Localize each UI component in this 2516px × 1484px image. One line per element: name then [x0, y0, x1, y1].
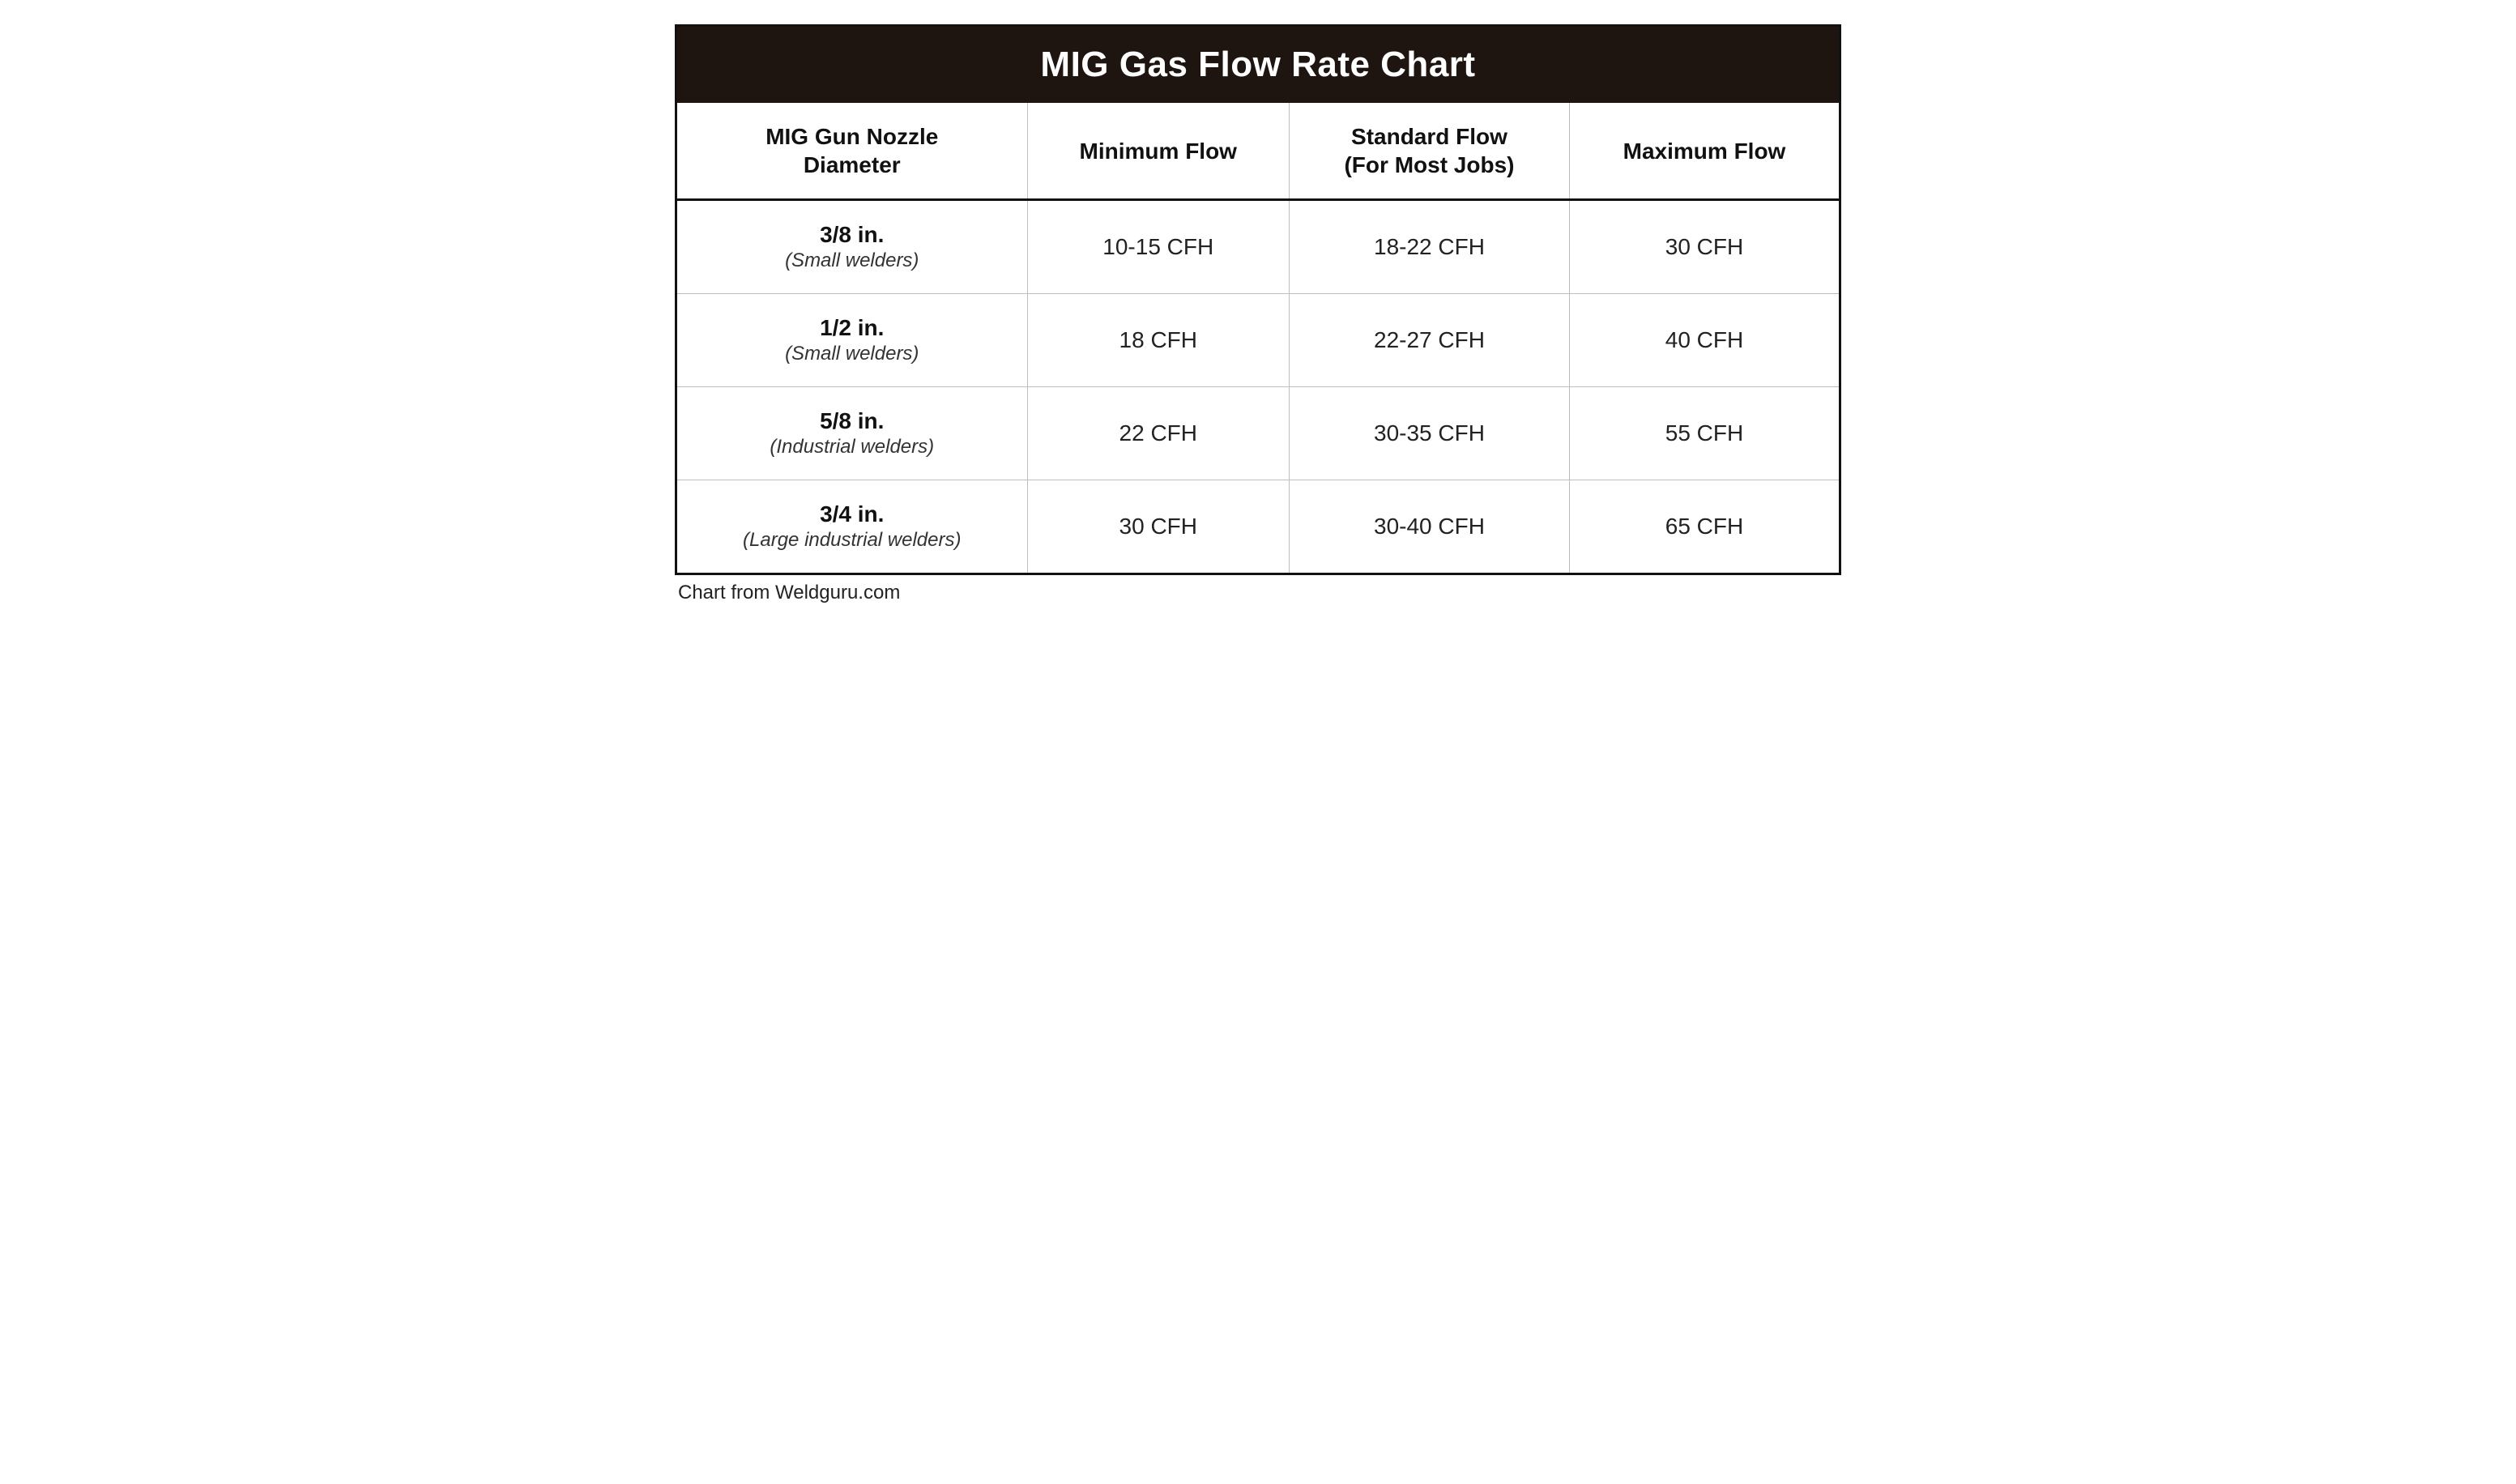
cell-max: 65 CFH [1569, 480, 1840, 574]
cell-std: 30-35 CFH [1289, 387, 1569, 480]
col-header-max: Maximum Flow [1569, 103, 1840, 200]
col-header-nozzle: MIG Gun Nozzle Diameter [676, 103, 1028, 200]
nozzle-size: 3/8 in. [689, 222, 1016, 248]
table-row: 1/2 in. (Small welders) 18 CFH 22-27 CFH… [676, 294, 1840, 387]
col-header-line1: Minimum Flow [1080, 139, 1237, 164]
nozzle-size: 3/4 in. [689, 501, 1016, 527]
flow-rate-table: MIG Gas Flow Rate Chart MIG Gun Nozzle D… [675, 24, 1841, 575]
cell-nozzle: 5/8 in. (Industrial welders) [676, 387, 1028, 480]
col-header-line1: Maximum Flow [1623, 139, 1786, 164]
chart-caption: Chart from Weldguru.com [675, 582, 1841, 604]
table-row: 3/4 in. (Large industrial welders) 30 CF… [676, 480, 1840, 574]
cell-min: 22 CFH [1027, 387, 1289, 480]
col-header-line2: (For Most Jobs) [1301, 151, 1558, 179]
col-header-std: Standard Flow (For Most Jobs) [1289, 103, 1569, 200]
cell-min: 18 CFH [1027, 294, 1289, 387]
cell-nozzle: 3/4 in. (Large industrial welders) [676, 480, 1028, 574]
cell-nozzle: 1/2 in. (Small welders) [676, 294, 1028, 387]
cell-max: 30 CFH [1569, 200, 1840, 294]
nozzle-note: (Large industrial welders) [689, 529, 1016, 552]
col-header-line1: MIG Gun Nozzle [765, 124, 938, 149]
nozzle-size: 1/2 in. [689, 315, 1016, 341]
col-header-min: Minimum Flow [1027, 103, 1289, 200]
cell-max: 55 CFH [1569, 387, 1840, 480]
cell-std: 30-40 CFH [1289, 480, 1569, 574]
nozzle-size: 5/8 in. [689, 408, 1016, 434]
nozzle-note: (Industrial welders) [689, 436, 1016, 458]
cell-min: 30 CFH [1027, 480, 1289, 574]
nozzle-note: (Small welders) [689, 343, 1016, 365]
chart-title: MIG Gas Flow Rate Chart [676, 26, 1840, 104]
cell-min: 10-15 CFH [1027, 200, 1289, 294]
col-header-line2: Diameter [689, 151, 1016, 179]
col-header-line1: Standard Flow [1351, 124, 1507, 149]
cell-max: 40 CFH [1569, 294, 1840, 387]
nozzle-note: (Small welders) [689, 249, 1016, 272]
table-row: 5/8 in. (Industrial welders) 22 CFH 30-3… [676, 387, 1840, 480]
header-row: MIG Gun Nozzle Diameter Minimum Flow Sta… [676, 103, 1840, 200]
cell-std: 22-27 CFH [1289, 294, 1569, 387]
cell-nozzle: 3/8 in. (Small welders) [676, 200, 1028, 294]
table-row: 3/8 in. (Small welders) 10-15 CFH 18-22 … [676, 200, 1840, 294]
title-row: MIG Gas Flow Rate Chart [676, 26, 1840, 104]
chart-container: MIG Gas Flow Rate Chart MIG Gun Nozzle D… [675, 24, 1841, 604]
cell-std: 18-22 CFH [1289, 200, 1569, 294]
